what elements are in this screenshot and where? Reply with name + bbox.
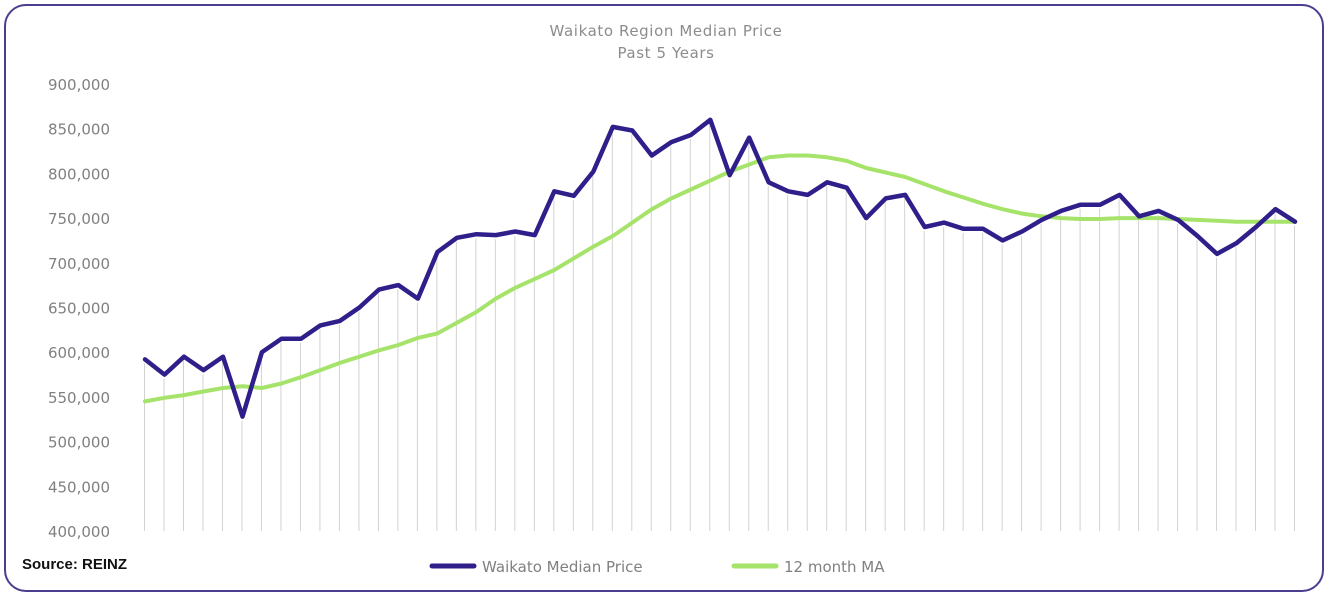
chart-subtitle: Past 5 Years bbox=[617, 44, 715, 62]
chart-frame bbox=[4, 4, 1324, 592]
y-tick-label: 450,000 bbox=[48, 478, 110, 496]
y-tick-label: 500,000 bbox=[48, 434, 110, 452]
y-tick-label: 750,000 bbox=[48, 210, 110, 228]
source-note: Source: REINZ bbox=[22, 556, 128, 573]
legend-label-ma: 12 month MA bbox=[784, 558, 885, 576]
series-line-12-month-ma bbox=[143, 153, 1297, 404]
y-tick-label: 900,000 bbox=[48, 76, 110, 94]
legend-label-median: Waikato Median Price bbox=[482, 558, 643, 576]
y-tick-label: 400,000 bbox=[48, 523, 110, 541]
y-tick-label: 600,000 bbox=[48, 344, 110, 362]
y-axis: 400,000 450,000 500,000 550,000 600,000 650,0… bbox=[48, 76, 110, 541]
legend: Waikato Median Price 12 month MA bbox=[429, 558, 885, 576]
series-line-median-price bbox=[142, 117, 1298, 419]
grid-lines bbox=[144, 123, 1295, 531]
y-tick-label: 700,000 bbox=[48, 255, 110, 273]
y-tick-label: 550,000 bbox=[48, 389, 110, 407]
chart-title: Waikato Region Median Price bbox=[549, 22, 783, 40]
series-lines bbox=[142, 117, 1298, 419]
y-tick-label: 650,000 bbox=[48, 300, 110, 318]
y-tick-label: 850,000 bbox=[48, 121, 110, 139]
y-tick-label: 800,000 bbox=[48, 165, 110, 183]
